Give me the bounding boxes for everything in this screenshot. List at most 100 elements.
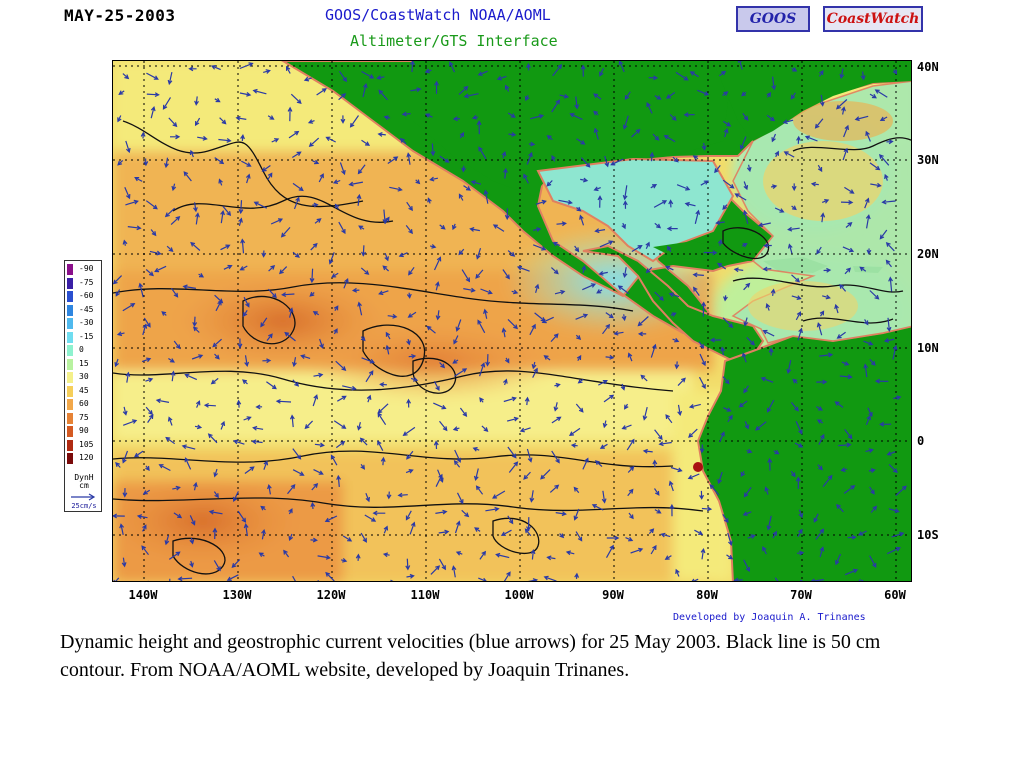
current-arrow — [145, 406, 154, 416]
current-arrow — [740, 470, 746, 477]
current-arrow — [410, 376, 419, 382]
current-arrow — [435, 281, 440, 291]
current-arrow — [194, 424, 203, 430]
lon-label-80w: 80W — [696, 588, 718, 602]
current-arrow — [300, 354, 311, 360]
current-arrow — [817, 464, 823, 471]
current-arrow — [866, 248, 872, 255]
current-arrow — [529, 490, 535, 503]
current-arrow — [893, 395, 902, 401]
current-arrow — [819, 94, 825, 107]
current-arrow — [292, 448, 302, 460]
current-arrow — [454, 520, 461, 534]
current-arrow — [433, 256, 442, 271]
current-arrow — [782, 119, 794, 125]
current-arrow — [622, 115, 629, 130]
current-arrow — [637, 316, 649, 327]
current-arrow — [456, 492, 464, 505]
current-arrow — [741, 91, 747, 97]
current-arrow — [263, 460, 269, 470]
current-arrow — [113, 275, 123, 285]
current-arrow — [839, 68, 845, 80]
current-arrow — [834, 303, 839, 314]
legend-value: 0 — [79, 345, 84, 354]
current-arrow — [770, 288, 776, 296]
current-arrow — [401, 111, 411, 117]
current-arrow — [843, 485, 856, 494]
lat-label-40n: 40N — [917, 60, 939, 74]
current-arrow — [836, 504, 844, 513]
current-arrow — [642, 406, 648, 421]
current-arrow — [723, 295, 728, 302]
current-arrow — [377, 132, 386, 137]
current-arrow — [469, 227, 481, 232]
current-arrow — [891, 531, 905, 538]
current-arrow — [459, 131, 465, 139]
current-arrow — [881, 199, 896, 205]
current-arrow — [220, 209, 225, 224]
current-arrow — [461, 165, 466, 173]
current-arrow — [292, 357, 297, 368]
legend-entry: 120 — [65, 452, 101, 464]
current-arrow — [335, 440, 346, 449]
current-arrow — [378, 290, 389, 296]
current-arrow — [461, 509, 470, 518]
current-arrow — [364, 514, 377, 522]
current-arrow — [796, 135, 801, 144]
current-arrow — [574, 245, 580, 253]
current-arrow — [621, 222, 626, 230]
current-arrow — [627, 352, 633, 362]
current-arrow — [325, 571, 335, 581]
current-arrow — [333, 328, 338, 335]
current-arrow — [842, 147, 849, 161]
current-arrow — [744, 421, 750, 430]
current-arrow — [483, 308, 488, 319]
current-arrow — [314, 218, 322, 224]
current-arrow — [384, 216, 390, 225]
lon-label-70w: 70W — [790, 588, 812, 602]
current-arrow — [453, 460, 461, 468]
current-arrow — [700, 547, 706, 560]
current-arrow — [430, 143, 436, 157]
current-arrow — [348, 181, 364, 187]
current-arrow — [427, 197, 432, 204]
current-arrow — [884, 173, 889, 181]
current-arrow — [622, 200, 628, 209]
current-arrow — [181, 444, 196, 450]
legend-swatch — [67, 318, 73, 329]
current-arrow — [438, 529, 450, 535]
current-arrow — [791, 274, 801, 283]
current-arrow — [342, 385, 357, 391]
current-arrow — [125, 140, 131, 154]
current-arrow — [478, 146, 487, 160]
current-arrow — [275, 398, 292, 404]
legend-swatch — [67, 358, 73, 370]
current-arrow — [786, 360, 792, 375]
current-arrow — [292, 251, 300, 258]
current-arrow — [399, 137, 407, 145]
mexico-land — [413, 61, 733, 196]
current-arrow — [122, 419, 138, 426]
current-arrow — [674, 361, 680, 370]
current-arrow — [663, 135, 676, 143]
current-arrow — [383, 115, 391, 120]
current-arrow — [582, 457, 589, 470]
current-arrow — [286, 65, 291, 74]
current-arrow — [150, 229, 157, 237]
current-arrow — [164, 535, 170, 546]
current-arrow — [242, 309, 248, 318]
current-arrow — [743, 559, 750, 573]
current-arrow — [864, 197, 870, 209]
current-arrow — [164, 157, 169, 169]
current-arrow — [253, 201, 268, 209]
current-arrow — [333, 420, 347, 429]
current-arrow — [525, 95, 530, 102]
current-arrow — [581, 265, 587, 274]
current-arrow — [642, 448, 653, 454]
current-arrow — [145, 377, 154, 383]
current-arrow — [594, 460, 603, 468]
current-arrow — [892, 69, 898, 75]
current-arrow — [475, 269, 484, 279]
current-arrow — [430, 565, 441, 575]
current-arrow — [558, 199, 573, 205]
